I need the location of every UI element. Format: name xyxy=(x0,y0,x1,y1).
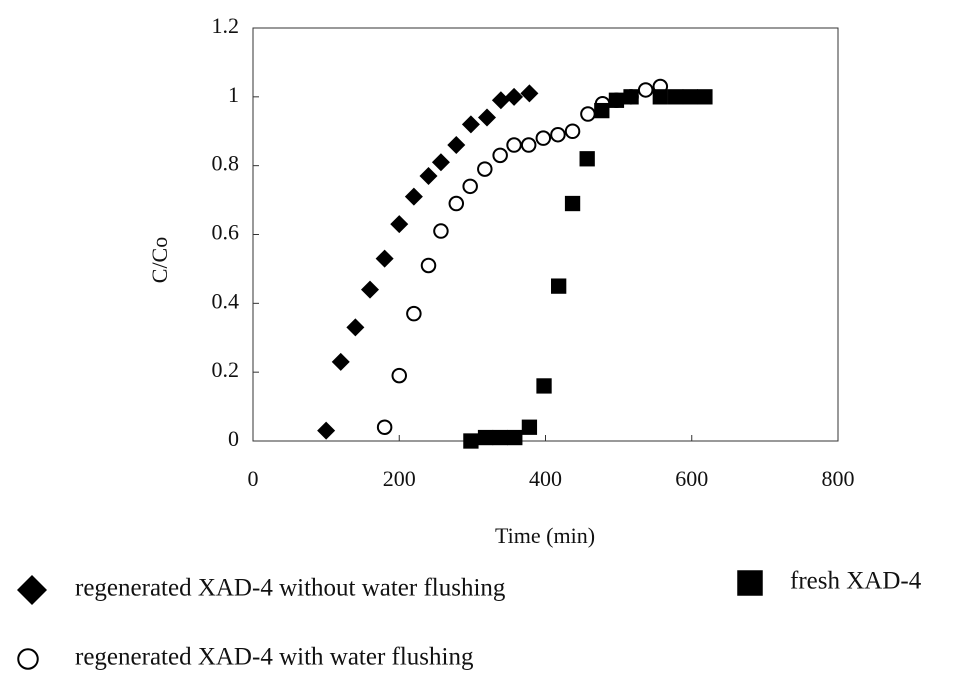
diamond-marker xyxy=(478,108,496,127)
square-marker xyxy=(507,429,523,446)
x-tick-label: 600 xyxy=(675,466,708,491)
diamond-marker xyxy=(505,87,524,106)
diamond-marker xyxy=(447,136,466,155)
square-marker xyxy=(536,378,552,394)
square-marker xyxy=(579,151,595,167)
y-tick-label: 0.2 xyxy=(212,357,240,382)
y-tick-label: 1 xyxy=(228,82,239,107)
circle-marker xyxy=(550,126,566,143)
circle-marker xyxy=(535,130,552,146)
circle-marker xyxy=(420,257,437,274)
circle-marker xyxy=(564,123,581,139)
circle-marker xyxy=(376,419,393,435)
y-tick-label: 0.4 xyxy=(212,288,240,313)
square-marker xyxy=(492,429,508,446)
circle-marker xyxy=(594,95,611,112)
diamond-marker xyxy=(331,352,350,371)
circle-marker xyxy=(406,305,422,322)
circle-marker xyxy=(623,89,639,105)
circle-marker xyxy=(477,161,493,177)
square-marker xyxy=(477,429,494,446)
diamond-marker xyxy=(461,115,480,134)
x-tick-label: 0 xyxy=(248,466,259,491)
square-marker xyxy=(564,195,581,212)
y-tick-label: 0 xyxy=(228,426,239,451)
square-marker xyxy=(668,89,684,105)
square-marker xyxy=(623,89,639,105)
y-tick-label: 0.6 xyxy=(212,220,240,245)
circle-marker xyxy=(520,137,537,153)
x-tick-label: 400 xyxy=(529,466,562,491)
diamond-marker xyxy=(17,575,47,605)
circle-marker xyxy=(391,367,407,384)
x-axis-label: Time (min) xyxy=(495,523,595,548)
legend-label: fresh XAD-4 xyxy=(790,568,922,595)
square-marker xyxy=(463,433,479,449)
y-tick-label: 1.2 xyxy=(212,13,240,38)
diamond-marker xyxy=(375,249,394,268)
diamond-marker xyxy=(404,187,423,206)
diamond-marker xyxy=(491,91,510,110)
square-marker xyxy=(551,278,567,294)
square-marker xyxy=(682,89,698,105)
square-marker xyxy=(521,419,538,435)
circle-marker xyxy=(580,106,596,122)
diamond-marker xyxy=(346,318,365,337)
diamond-marker xyxy=(431,153,450,172)
diamond-marker xyxy=(419,166,438,185)
x-tick-label: 800 xyxy=(822,466,855,491)
legend-label: regenerated XAD-4 without water flushing xyxy=(75,575,506,602)
square-marker xyxy=(608,92,625,108)
diamond-marker xyxy=(361,280,379,299)
y-tick-label: 0.8 xyxy=(212,151,240,176)
circle-marker xyxy=(652,78,669,95)
circle-marker xyxy=(608,92,625,109)
diamond-marker xyxy=(390,215,409,234)
circle-marker xyxy=(433,223,449,239)
circle-marker xyxy=(506,137,522,153)
x-tick-label: 200 xyxy=(383,466,416,491)
diamond-marker xyxy=(317,421,336,440)
legend-label: regenerated XAD-4 with water flushing xyxy=(75,644,474,671)
square-marker xyxy=(737,570,763,596)
circle-marker xyxy=(448,195,465,212)
y-axis-label: C/Co xyxy=(147,237,172,283)
circle-marker xyxy=(637,82,654,98)
diamond-marker xyxy=(520,84,539,103)
circle-marker xyxy=(17,648,39,670)
circle-marker xyxy=(492,147,508,164)
circle-marker xyxy=(462,178,478,195)
square-marker xyxy=(697,89,713,105)
